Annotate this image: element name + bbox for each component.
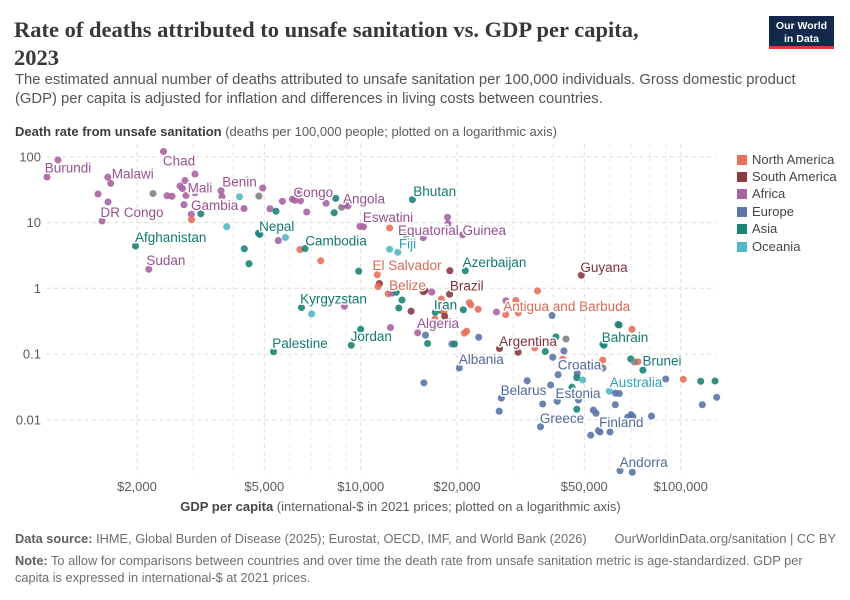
svg-text:El Salvador: El Salvador xyxy=(372,258,442,273)
svg-text:Greece: Greece xyxy=(540,411,584,426)
svg-text:Cambodia: Cambodia xyxy=(305,233,367,248)
svg-text:Jordan: Jordan xyxy=(351,329,392,344)
svg-text:0.01: 0.01 xyxy=(16,412,41,427)
svg-text:Argentina: Argentina xyxy=(499,334,557,349)
svg-text:0.1: 0.1 xyxy=(23,347,41,362)
svg-text:Chad: Chad xyxy=(163,154,195,169)
svg-text:Belize: Belize xyxy=(389,278,426,293)
svg-text:Palestine: Palestine xyxy=(272,336,328,351)
svg-text:Eswatini: Eswatini xyxy=(363,210,413,225)
svg-text:Benin: Benin xyxy=(222,175,257,190)
svg-text:Finland: Finland xyxy=(599,415,643,430)
svg-text:Iran: Iran xyxy=(434,297,457,312)
svg-text:$100,000: $100,000 xyxy=(654,479,708,494)
svg-text:Bhutan: Bhutan xyxy=(413,184,456,199)
svg-text:Kyrgyzstan: Kyrgyzstan xyxy=(300,292,367,307)
svg-text:Malawi: Malawi xyxy=(112,167,154,182)
svg-text:Croatia: Croatia xyxy=(558,358,602,373)
svg-text:Guyana: Guyana xyxy=(580,260,628,275)
svg-text:Angola: Angola xyxy=(343,192,386,207)
svg-text:Bahrain: Bahrain xyxy=(602,330,649,345)
svg-text:Andorra: Andorra xyxy=(620,455,669,470)
svg-text:$5,000: $5,000 xyxy=(244,479,284,494)
svg-text:Brazil: Brazil xyxy=(450,279,484,294)
svg-text:$20,000: $20,000 xyxy=(434,479,481,494)
svg-text:Burundi: Burundi xyxy=(45,161,92,176)
svg-text:Albania: Albania xyxy=(459,352,505,367)
svg-text:Equatorial Guinea: Equatorial Guinea xyxy=(398,223,507,238)
svg-text:DR Congo: DR Congo xyxy=(100,205,163,220)
svg-text:Belarus: Belarus xyxy=(501,383,547,398)
svg-text:100: 100 xyxy=(19,149,41,164)
svg-text:Gambia: Gambia xyxy=(191,198,239,213)
svg-text:Fiji: Fiji xyxy=(399,237,416,252)
svg-text:$2,000: $2,000 xyxy=(117,479,157,494)
svg-text:Mali: Mali xyxy=(188,181,213,196)
svg-text:Estonia: Estonia xyxy=(555,386,601,401)
svg-text:Afghanistan: Afghanistan xyxy=(135,230,206,245)
svg-text:$50,000: $50,000 xyxy=(561,479,608,494)
svg-text:Antigua and Barbuda: Antigua and Barbuda xyxy=(503,299,630,314)
svg-text:$10,000: $10,000 xyxy=(337,479,384,494)
svg-text:Australia: Australia xyxy=(610,375,663,390)
svg-text:10: 10 xyxy=(27,215,41,230)
svg-text:Nepal: Nepal xyxy=(259,219,294,234)
svg-text:Congo: Congo xyxy=(293,185,333,200)
svg-text:Sudan: Sudan xyxy=(146,253,185,268)
svg-text:Azerbaijan: Azerbaijan xyxy=(463,255,527,270)
svg-text:Brunei: Brunei xyxy=(642,354,681,369)
svg-text:Algeria: Algeria xyxy=(417,316,460,331)
svg-text:1: 1 xyxy=(34,281,41,296)
